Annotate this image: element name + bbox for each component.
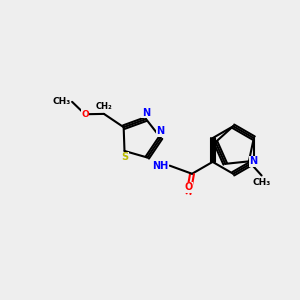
- Text: NH: NH: [152, 160, 168, 171]
- Text: O: O: [81, 110, 89, 119]
- Text: N: N: [157, 126, 165, 136]
- Text: CH₃: CH₃: [52, 97, 70, 106]
- Text: CH₂: CH₂: [96, 102, 112, 111]
- Text: N: N: [250, 156, 258, 167]
- Text: N: N: [142, 108, 150, 118]
- Text: CH₃: CH₃: [253, 178, 271, 187]
- Text: S: S: [121, 152, 128, 162]
- Text: O: O: [184, 182, 193, 192]
